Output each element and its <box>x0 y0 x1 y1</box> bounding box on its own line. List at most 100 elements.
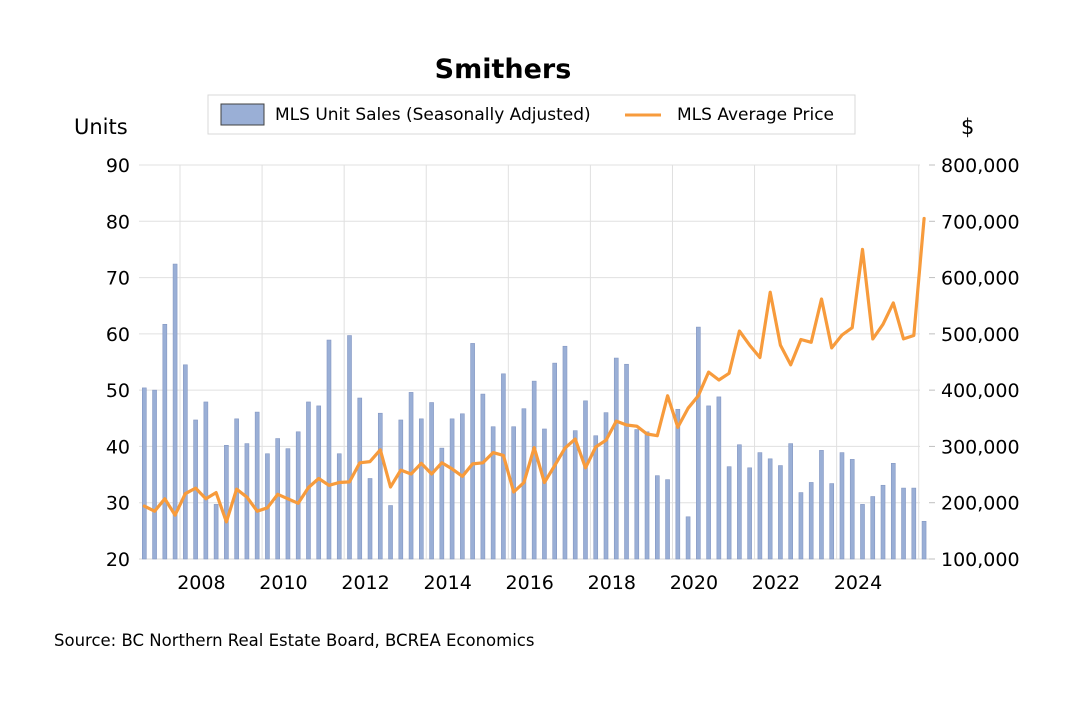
unit-sales-bar <box>737 444 742 560</box>
unit-sales-bar <box>183 364 188 560</box>
unit-sales-bar <box>306 401 311 560</box>
unit-sales-bar <box>531 380 537 560</box>
unit-sales-bar <box>377 412 383 560</box>
unit-sales-bar <box>326 339 332 560</box>
unit-sales-bar <box>254 411 260 560</box>
unit-sales-bar <box>593 435 599 560</box>
legend: MLS Unit Sales (Seasonally Adjusted) MLS… <box>207 94 856 135</box>
unit-sales-bar <box>901 487 906 560</box>
x-tick-label: 2020 <box>670 572 718 594</box>
x-tick-label: 2014 <box>423 572 471 594</box>
unit-sales-bar <box>726 466 732 560</box>
unit-sales-bar <box>162 323 168 560</box>
unit-sales-bar <box>634 429 640 560</box>
unit-sales-bar <box>480 393 486 560</box>
x-tick-label: 2010 <box>259 572 307 594</box>
left-tick-label: 30 <box>106 493 130 515</box>
unit-sales-bar <box>613 357 619 560</box>
chart-title: Smithers <box>435 54 572 85</box>
unit-sales-bar <box>142 387 147 560</box>
left-tick-label: 80 <box>106 211 130 233</box>
unit-sales-bar <box>460 413 465 560</box>
unit-sales-bar <box>285 448 291 560</box>
unit-sales-bar <box>295 431 301 560</box>
unit-sales-bar <box>213 504 219 560</box>
unit-sales-bar <box>172 263 178 560</box>
left-axis-title: Units <box>74 115 128 139</box>
unit-sales-bar <box>203 401 209 560</box>
unit-sales-bar <box>429 402 434 560</box>
unit-sales-bar <box>316 405 322 560</box>
x-tick-label: 2008 <box>177 572 225 594</box>
x-axis-ticks: 2008 2010 2012 2014 2016 2018 2020 2022 2024 <box>177 572 882 594</box>
unit-sales-bar <box>224 445 229 560</box>
unit-sales-bar <box>470 343 475 560</box>
right-tick-label: 500,000 <box>941 324 1020 346</box>
unit-sales-bar <box>542 428 547 560</box>
unit-sales-bar <box>870 496 876 560</box>
unit-sales-bar <box>583 400 588 560</box>
unit-sales-bar <box>757 452 763 560</box>
right-tick-label: 200,000 <box>941 493 1020 515</box>
unit-sales-bar <box>696 326 701 560</box>
unit-sales-bar <box>644 431 650 560</box>
left-tick-label: 60 <box>106 324 130 346</box>
unit-sales-bar <box>408 392 414 560</box>
unit-sales-bar <box>890 463 896 560</box>
unit-sales-bar <box>839 452 845 560</box>
right-tick-label: 300,000 <box>941 436 1020 458</box>
left-tick-label: 50 <box>106 380 130 402</box>
unit-sales-bar <box>603 412 609 560</box>
unit-sales-bar <box>501 373 506 560</box>
x-tick-label: 2018 <box>588 572 636 594</box>
unit-sales-bar <box>849 459 855 560</box>
unit-sales-bar <box>778 465 783 560</box>
unit-sales-bar <box>367 478 373 560</box>
unit-sales-bar <box>911 487 917 560</box>
right-tick-label: 800,000 <box>941 155 1020 177</box>
right-tick-label: 100,000 <box>941 549 1020 571</box>
unit-sales-bar <box>347 335 352 560</box>
unit-sales-bar <box>152 389 157 560</box>
left-tick-label: 90 <box>106 155 130 177</box>
unit-sales-bar <box>788 443 793 560</box>
unit-sales-bar <box>490 426 496 560</box>
unit-sales-bar <box>665 479 670 560</box>
legend-label-unit-sales: MLS Unit Sales (Seasonally Adjusted) <box>275 105 591 125</box>
right-tick-label: 600,000 <box>941 268 1020 290</box>
unit-sales-bar <box>747 467 752 560</box>
unit-sales-bar <box>357 397 363 560</box>
left-tick-label: 70 <box>106 268 130 290</box>
unit-sales-bar <box>685 516 691 560</box>
right-axis-title: $ <box>961 115 974 139</box>
unit-sales-bar <box>624 363 629 560</box>
x-tick-label: 2024 <box>834 572 882 594</box>
left-tick-label: 40 <box>106 436 130 458</box>
unit-sales-bar <box>654 475 660 560</box>
unit-sales-bar <box>808 482 814 560</box>
right-axis-ticks: 100,000 200,000 300,000 400,000 500,000 600,0… <box>929 155 1020 571</box>
x-tick-label: 2016 <box>506 572 554 594</box>
unit-sales-bar <box>798 492 804 560</box>
unit-sales-bar <box>860 504 865 560</box>
unit-sales-bar <box>767 458 773 560</box>
legend-bar-swatch <box>220 103 265 126</box>
unit-sales-bar <box>419 418 424 560</box>
legend-box <box>207 94 856 135</box>
unit-sales-bar <box>388 505 393 560</box>
average-price-line <box>142 216 926 524</box>
source-note: Source: BC Northern Real Estate Board, B… <box>54 631 534 650</box>
unit-sales-bar <box>449 418 455 560</box>
unit-sales-bar <box>716 396 722 560</box>
unit-sales-bar <box>819 450 824 560</box>
unit-sales-bar <box>880 484 886 560</box>
unit-sales-bar <box>675 408 681 560</box>
unit-sales-bar <box>921 520 927 560</box>
unit-sales-bar <box>439 447 445 560</box>
unit-sales-bar <box>829 483 835 560</box>
unit-sales-bar <box>398 419 404 560</box>
left-tick-label: 20 <box>106 549 130 571</box>
unit-sales-bar <box>336 453 342 560</box>
left-axis-ticks: 20 30 40 50 60 70 80 90 <box>106 155 130 571</box>
